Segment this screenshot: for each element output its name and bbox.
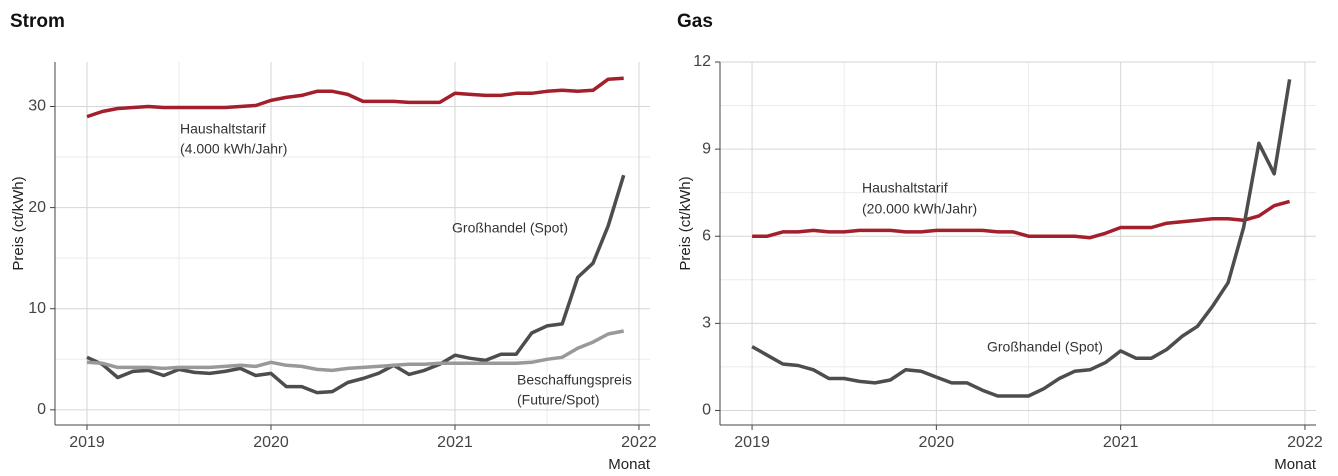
- y-tick-label: 0: [702, 402, 711, 419]
- x-tick-label: 2020: [253, 434, 289, 451]
- series-label: Haushaltstarif: [862, 180, 948, 196]
- y-tick-label: 30: [28, 98, 46, 115]
- x-tick-label: 2019: [69, 434, 105, 451]
- series-label: Beschaffungspreis: [517, 372, 632, 388]
- annotation: (4.000 kWh/Jahr): [180, 141, 287, 157]
- line: [86, 76, 624, 119]
- y-tick-label: 0: [37, 401, 46, 418]
- x-tick-label: 2019: [734, 434, 770, 451]
- y-tick-label: 6: [702, 227, 711, 244]
- series-label: Großhandel (Spot): [452, 220, 568, 236]
- x-tick-label: 2022: [621, 434, 657, 451]
- series-label: Großhandel (Spot): [987, 339, 1103, 355]
- chart-title: Gas: [677, 11, 713, 32]
- x-tick-label: 2022: [1287, 434, 1323, 451]
- y-axis-label: Preis (ct/kWh): [677, 176, 694, 270]
- x-axis-label: Monat: [608, 456, 651, 473]
- line: [86, 174, 626, 395]
- y-tick-label: 10: [28, 300, 46, 317]
- line: [752, 199, 1291, 240]
- y-axis-label: Preis (ct/kWh): [10, 176, 27, 270]
- annotation: (Future/Spot): [517, 392, 599, 408]
- y-tick-label: 12: [693, 53, 711, 70]
- y-tick-label: 3: [702, 315, 711, 332]
- x-axis-label: Monat: [1274, 456, 1317, 473]
- x-tick-label: 2021: [437, 434, 473, 451]
- y-tick-label: 20: [28, 199, 46, 216]
- y-tick-label: 9: [702, 140, 711, 157]
- line: [86, 329, 625, 373]
- series-label: Haushaltstarif: [180, 121, 266, 137]
- annotation: (20.000 kWh/Jahr): [862, 201, 977, 217]
- x-tick-label: 2020: [919, 434, 955, 451]
- chart-title: Strom: [10, 11, 65, 32]
- x-tick-label: 2021: [1103, 434, 1139, 451]
- line: [751, 79, 1292, 398]
